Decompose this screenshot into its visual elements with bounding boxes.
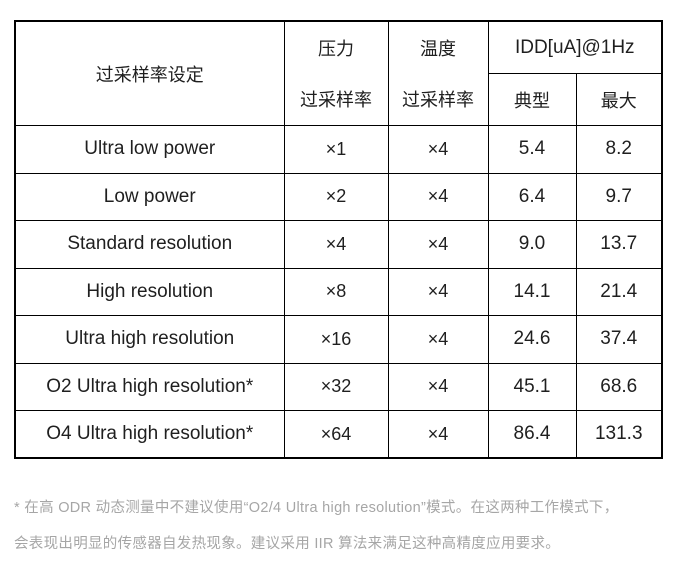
typical-cell: 24.6 [487, 315, 577, 364]
header-temperature-line2: 过采样率 [402, 90, 474, 111]
maximum-cell: 131.3 [575, 410, 663, 459]
pressure-osr-cell: ×2 [283, 172, 389, 221]
maximum-cell: 21.4 [575, 267, 663, 316]
header-temperature-osr: 温度 过采样率 [387, 20, 489, 126]
table-row: Ultra high resolution ×16 ×4 24.6 37.4 [14, 315, 663, 364]
footnote-line-2: 会表现出明显的传感器自发热现象。建议采用 IIR 算法来满足这种高精度应用要求。 [14, 536, 561, 552]
footnote: * 在高 ODR 动态测量中不建议使用“O2/4 Ultra high reso… [14, 490, 662, 562]
table-row: O2 Ultra high resolution* ×32 ×4 45.1 68… [14, 362, 663, 411]
pressure-osr-cell: ×1 [283, 125, 389, 174]
header-maximum: 最大 [575, 73, 663, 126]
setting-cell: Standard resolution [14, 220, 285, 269]
table-row: Ultra low power ×1 ×4 5.4 8.2 [14, 125, 663, 174]
pressure-osr-cell: ×8 [283, 267, 389, 316]
pressure-osr-cell: ×32 [283, 362, 389, 411]
table-row: O4 Ultra high resolution* ×64 ×4 86.4 13… [14, 410, 663, 459]
temperature-osr-cell: ×4 [387, 410, 489, 459]
maximum-cell: 68.6 [575, 362, 663, 411]
setting-cell: Ultra high resolution [14, 315, 285, 364]
temperature-osr-cell: ×4 [387, 125, 489, 174]
header-temperature-line1: 温度 [420, 38, 456, 59]
setting-cell: Low power [14, 172, 285, 221]
setting-cell: High resolution [14, 267, 285, 316]
pressure-osr-cell: ×64 [283, 410, 389, 459]
maximum-cell: 37.4 [575, 315, 663, 364]
temperature-osr-cell: ×4 [387, 172, 489, 221]
oversampling-table: 过采样率设定 压力 过采样率 温度 过采样率 IDD[uA]@1Hz 典型 [14, 20, 664, 459]
table-row: Low power ×2 ×4 6.4 9.7 [14, 172, 663, 221]
setting-cell: O2 Ultra high resolution* [14, 362, 285, 411]
temperature-osr-cell: ×4 [387, 220, 489, 269]
header-pressure-osr: 压力 过采样率 [283, 20, 389, 126]
setting-cell: O4 Ultra high resolution* [14, 410, 285, 459]
typical-cell: 5.4 [487, 125, 577, 174]
header-typical: 典型 [487, 73, 577, 126]
typical-cell: 86.4 [487, 410, 577, 459]
maximum-cell: 9.7 [575, 172, 663, 221]
temperature-osr-cell: ×4 [387, 267, 489, 316]
temperature-osr-cell: ×4 [387, 315, 489, 364]
typical-cell: 14.1 [487, 267, 577, 316]
table-row: Standard resolution ×4 ×4 9.0 13.7 [14, 220, 663, 269]
temperature-osr-cell: ×4 [387, 362, 489, 411]
typical-cell: 6.4 [487, 172, 577, 221]
header-setting: 过采样率设定 [14, 20, 285, 126]
maximum-cell: 13.7 [575, 220, 663, 269]
pressure-osr-cell: ×4 [283, 220, 389, 269]
typical-cell: 45.1 [487, 362, 577, 411]
header-pressure-line1: 压力 [318, 38, 354, 59]
setting-cell: Ultra low power [14, 125, 285, 174]
footnote-line-1: * 在高 ODR 动态测量中不建议使用“O2/4 Ultra high reso… [14, 500, 619, 516]
header-idd: IDD[uA]@1Hz [487, 20, 663, 75]
typical-cell: 9.0 [487, 220, 577, 269]
header-pressure-line2: 过采样率 [300, 90, 372, 111]
pressure-osr-cell: ×16 [283, 315, 389, 364]
maximum-cell: 8.2 [575, 125, 663, 174]
table-row: High resolution ×8 ×4 14.1 21.4 [14, 267, 663, 316]
